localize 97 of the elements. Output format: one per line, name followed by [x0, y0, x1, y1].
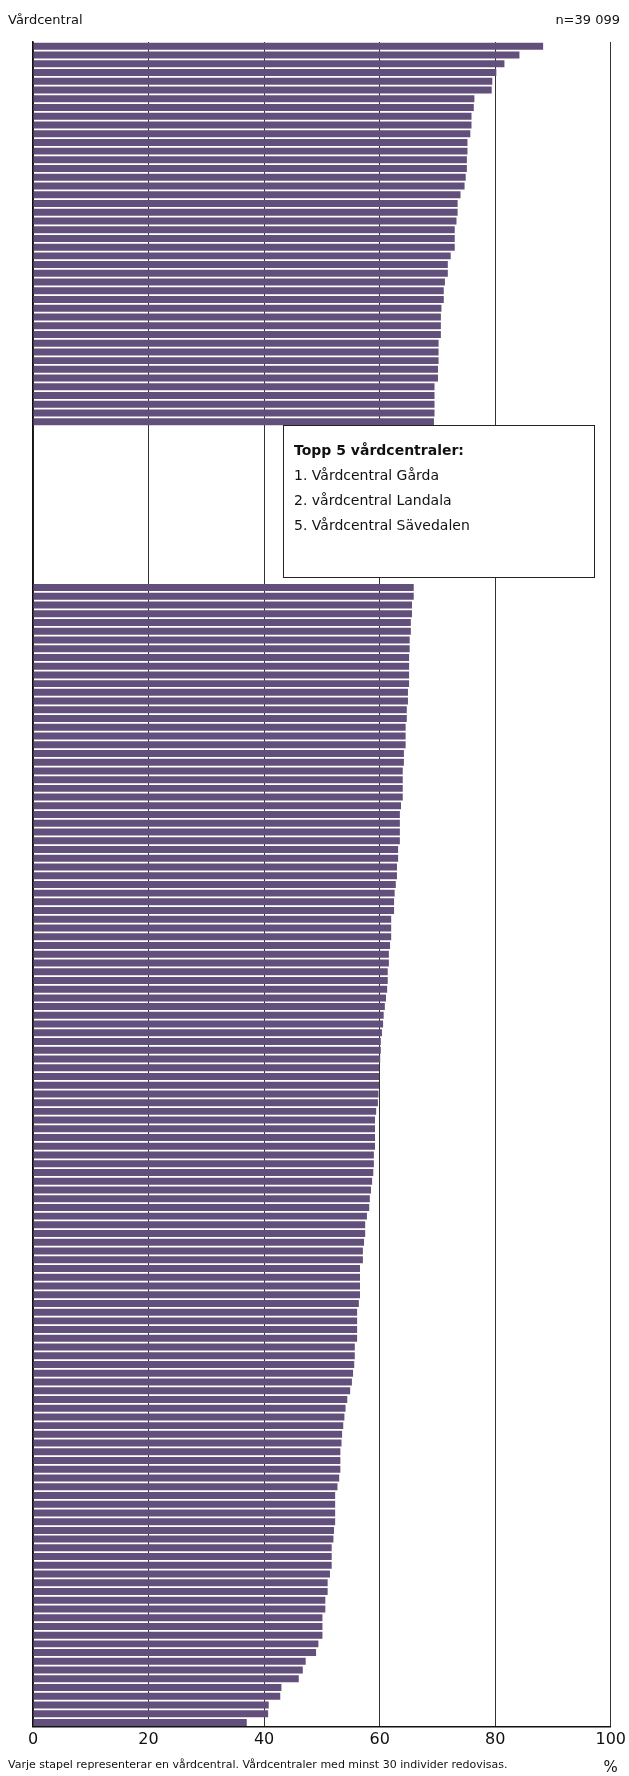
bar: [33, 226, 455, 234]
x-tick-label: 20: [138, 1728, 159, 1748]
annotation: 1. Vårdcentral Gårda: [294, 466, 441, 485]
bar: [33, 592, 414, 600]
bar: [33, 584, 414, 592]
bar: [33, 269, 448, 277]
x-tick-label: 40: [253, 1728, 275, 1748]
bar: [33, 1622, 323, 1630]
bar: [33, 968, 388, 976]
bar: [33, 645, 410, 653]
bar: [33, 819, 400, 827]
bar: [33, 1588, 328, 1595]
bar: [33, 418, 434, 426]
bar: [33, 296, 444, 304]
bar: [33, 1395, 348, 1403]
bar: [33, 942, 391, 949]
bar: [33, 845, 399, 853]
bar: [33, 1107, 377, 1115]
bar: [33, 1457, 341, 1465]
bar: [33, 1710, 269, 1718]
bar: [33, 784, 403, 792]
bar: [33, 1230, 366, 1238]
bar: [33, 1553, 332, 1561]
bar: [33, 723, 406, 731]
x-tick-label: 60: [369, 1728, 390, 1748]
bar: [33, 392, 435, 400]
bar: [33, 261, 448, 269]
bar: [33, 1326, 358, 1334]
bar: [33, 976, 388, 984]
bar: [33, 357, 439, 365]
bar: [33, 365, 438, 373]
bar: [33, 680, 410, 688]
annotation: 5. Vårdcentral Sävedalen: [294, 516, 471, 535]
bar: [33, 1491, 336, 1499]
x-tick-label: 80: [485, 1728, 506, 1748]
bar: [33, 1361, 355, 1369]
text: n=39 099: [555, 12, 620, 27]
bar: [33, 1526, 334, 1534]
bar: [33, 1334, 358, 1342]
bar: [33, 1649, 317, 1657]
bar: [33, 1072, 380, 1080]
annotation: 2. vårdcentral Landala: [294, 491, 453, 510]
bar: [33, 1203, 370, 1211]
bar: [33, 776, 403, 784]
bar: [33, 619, 411, 627]
bar: [33, 1265, 360, 1272]
x-axis-title: %: [603, 1758, 618, 1776]
x-tick-label: 0: [27, 1728, 39, 1748]
bar: [33, 1134, 376, 1142]
bar: [33, 741, 406, 749]
bar: [33, 653, 410, 661]
bar: [33, 1684, 282, 1692]
bar: [33, 173, 466, 181]
bar: [33, 130, 471, 138]
bar: [33, 330, 441, 338]
bar: [33, 1195, 370, 1203]
bar: [33, 749, 404, 757]
bar: [33, 811, 400, 819]
bar: [33, 138, 468, 146]
bar: [33, 915, 392, 923]
bar: [33, 1168, 374, 1176]
text: Varje stapel representerar en vårdcentral. Vårdcentraler med minst 30 individer redovisas.: [8, 1758, 508, 1771]
bar: [33, 1291, 360, 1299]
bar: [33, 1003, 385, 1011]
y-axis-title: Vårdcentral: [8, 12, 83, 27]
bar: [33, 880, 396, 888]
bar: [33, 1011, 384, 1019]
x-tick-label: 100: [595, 1728, 626, 1748]
bar: [33, 907, 395, 915]
bar: [33, 1465, 341, 1473]
bar: [33, 1614, 323, 1622]
bar: [33, 1142, 376, 1150]
bar: [33, 872, 397, 880]
bar: [33, 1518, 336, 1526]
bar: [33, 1561, 332, 1569]
bar: [33, 69, 497, 77]
bar: [33, 1064, 380, 1072]
bar: [33, 103, 474, 111]
bar: [33, 1387, 351, 1395]
bar: [33, 1299, 359, 1307]
bar: [33, 42, 544, 50]
bar: [33, 77, 493, 85]
bar: [33, 400, 435, 408]
bar: [33, 688, 408, 696]
bar: [33, 322, 441, 330]
bar: [33, 1430, 343, 1438]
bar: [33, 1099, 378, 1107]
bar: [33, 200, 458, 207]
bar: [33, 1422, 344, 1430]
bar: [33, 1718, 247, 1726]
bar: [33, 1657, 306, 1665]
annotation: Topp 5 vårdcentraler:: [294, 441, 465, 460]
bar: [33, 234, 455, 242]
bar: [33, 165, 467, 173]
bar: [33, 715, 407, 723]
bar: [33, 1038, 381, 1046]
bar: [33, 1238, 365, 1246]
